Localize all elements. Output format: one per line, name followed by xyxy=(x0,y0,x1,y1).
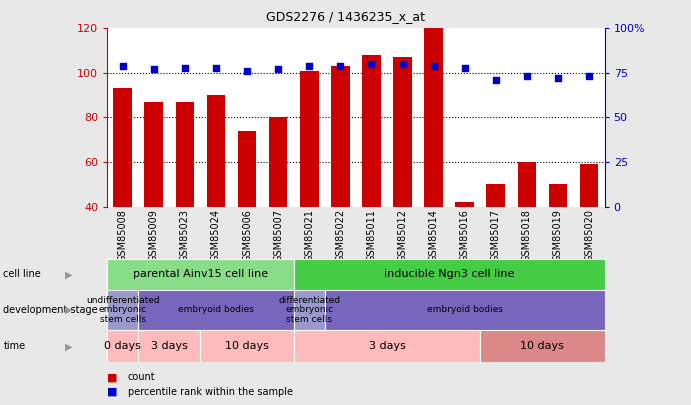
Text: inducible Ngn3 cell line: inducible Ngn3 cell line xyxy=(384,269,514,279)
Text: ▶: ▶ xyxy=(66,305,73,315)
Point xyxy=(491,77,502,83)
Bar xyxy=(518,162,536,207)
Text: GSM85011: GSM85011 xyxy=(366,209,377,262)
Text: GSM85009: GSM85009 xyxy=(149,209,159,262)
Bar xyxy=(138,290,294,330)
Text: undifferentiated
embryonic
stem cells: undifferentiated embryonic stem cells xyxy=(86,296,160,324)
Point xyxy=(428,62,439,69)
Point xyxy=(366,61,377,67)
Point xyxy=(242,68,253,75)
Bar xyxy=(549,184,567,207)
Point xyxy=(148,66,159,72)
Bar xyxy=(325,290,605,330)
Point xyxy=(179,64,190,71)
Point xyxy=(210,64,221,71)
Text: 3 days: 3 days xyxy=(368,341,406,351)
Point xyxy=(459,64,470,71)
Text: GSM85019: GSM85019 xyxy=(553,209,563,262)
Text: GSM85008: GSM85008 xyxy=(117,209,128,262)
Bar xyxy=(207,95,225,207)
Text: count: count xyxy=(128,372,155,382)
Text: 10 days: 10 days xyxy=(225,341,269,351)
Bar xyxy=(393,57,412,207)
Text: ■: ■ xyxy=(107,387,117,397)
Text: 10 days: 10 days xyxy=(520,341,565,351)
Bar xyxy=(200,330,294,362)
Text: ▶: ▶ xyxy=(66,269,73,279)
Text: GSM85024: GSM85024 xyxy=(211,209,221,262)
Text: GSM85012: GSM85012 xyxy=(397,209,408,262)
Text: embryoid bodies: embryoid bodies xyxy=(427,305,502,314)
Text: 0 days: 0 days xyxy=(104,341,141,351)
Bar xyxy=(176,102,194,207)
Point xyxy=(552,75,563,81)
Bar xyxy=(294,330,480,362)
Bar xyxy=(362,55,381,207)
Text: percentile rank within the sample: percentile rank within the sample xyxy=(128,387,293,397)
Text: 3 days: 3 days xyxy=(151,341,188,351)
Text: GSM85021: GSM85021 xyxy=(304,209,314,262)
Text: GSM85017: GSM85017 xyxy=(491,209,501,262)
Bar xyxy=(331,66,350,207)
Bar xyxy=(294,290,325,330)
Point xyxy=(303,62,314,69)
Text: ▶: ▶ xyxy=(66,341,73,351)
Bar xyxy=(424,28,443,207)
Text: ■: ■ xyxy=(107,372,117,382)
Bar xyxy=(480,330,605,362)
Bar xyxy=(294,259,605,290)
Bar xyxy=(113,88,132,207)
Text: GSM85022: GSM85022 xyxy=(335,209,346,262)
Text: GSM85023: GSM85023 xyxy=(180,209,190,262)
Bar xyxy=(238,131,256,207)
Text: embryoid bodies: embryoid bodies xyxy=(178,305,254,314)
Point xyxy=(397,61,408,67)
Text: parental Ainv15 cell line: parental Ainv15 cell line xyxy=(133,269,268,279)
Text: development stage: development stage xyxy=(3,305,98,315)
Bar xyxy=(107,259,294,290)
Point xyxy=(117,62,129,69)
Bar xyxy=(300,70,319,207)
Text: cell line: cell line xyxy=(3,269,41,279)
Bar xyxy=(486,184,505,207)
Text: GSM85020: GSM85020 xyxy=(584,209,594,262)
Text: GSM85016: GSM85016 xyxy=(460,209,470,262)
Point xyxy=(521,73,532,80)
Text: GSM85007: GSM85007 xyxy=(273,209,283,262)
Bar xyxy=(580,164,598,207)
Bar xyxy=(455,202,474,207)
Text: GSM85006: GSM85006 xyxy=(242,209,252,262)
Point xyxy=(272,66,283,72)
Point xyxy=(583,73,594,80)
Bar xyxy=(107,330,138,362)
Point xyxy=(334,62,346,69)
Text: differentiated
embryonic
stem cells: differentiated embryonic stem cells xyxy=(278,296,340,324)
Bar xyxy=(107,290,138,330)
Text: time: time xyxy=(3,341,26,351)
Text: GDS2276 / 1436235_x_at: GDS2276 / 1436235_x_at xyxy=(266,10,425,23)
Text: GSM85018: GSM85018 xyxy=(522,209,532,262)
Text: GSM85014: GSM85014 xyxy=(428,209,439,262)
Bar xyxy=(138,330,200,362)
Bar xyxy=(269,117,287,207)
Bar xyxy=(144,102,163,207)
